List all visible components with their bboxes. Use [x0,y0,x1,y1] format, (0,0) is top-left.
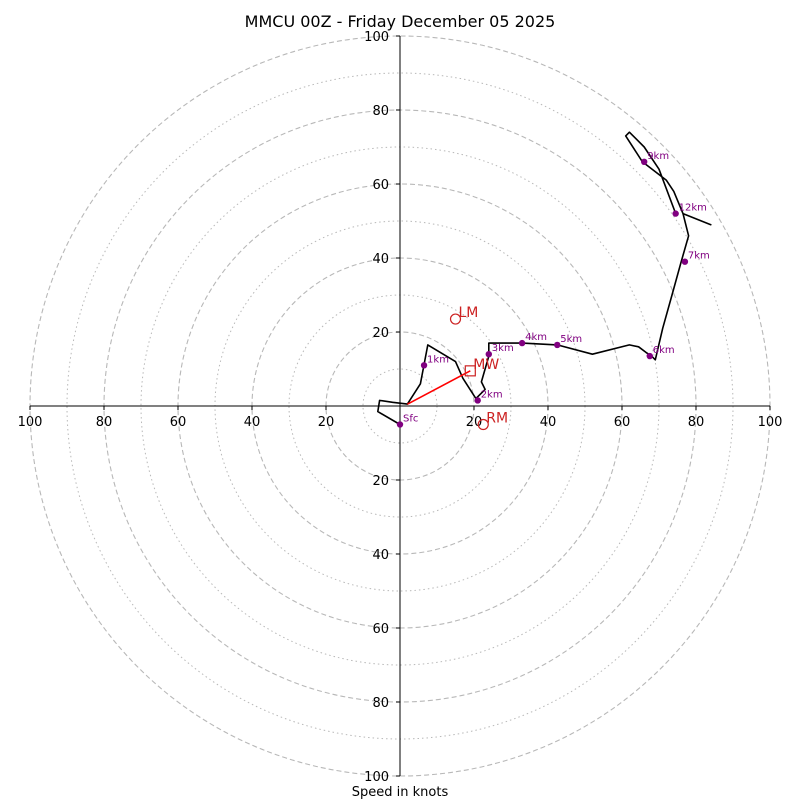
height-point [485,351,492,358]
height-label: 1km [427,354,449,365]
storm-label-lm: LM [459,305,479,321]
height-point [641,158,648,165]
chart-title: MMCU 00Z - Friday December 05 2025 [245,12,556,31]
height-point [518,339,526,347]
y-tick-label: 80 [372,104,389,119]
height-points: Sfc 1km 2km 3km 4km 5km 6km 7km 12km 9km [396,151,710,428]
storm-marker-mw [464,365,476,377]
height-label: 5km [560,334,582,345]
x-tick-label: 100 [18,415,43,430]
x-axis-label: Speed in knots [352,785,449,800]
storm-marker-rm [477,418,489,431]
height-label: 6km [653,345,675,356]
height-label: 9km [647,151,669,162]
axes [30,36,770,776]
storm-label-rm: RM [486,411,508,427]
height-point [396,421,404,428]
y-tick-label: 40 [372,252,389,267]
hodograph-trace [376,131,712,426]
height-label: 7km [688,251,710,262]
height-point [554,341,561,349]
height-point [672,210,679,217]
x-tick-label: 40 [244,415,261,430]
tick-labels: 100 80 60 40 20 20 40 60 80 100100806040202040608… [18,30,783,785]
y-tick-label: 80 [372,696,389,711]
height-label: 3km [492,343,514,354]
height-label: Sfc [403,414,418,425]
y-tick-label: 20 [372,474,389,489]
y-tick-label: 20 [372,326,389,341]
x-tick-label: 40 [540,415,557,430]
height-label: 4km [525,332,547,343]
x-tick-label: 60 [614,415,631,430]
y-tick-label: 60 [372,622,389,637]
height-point [474,397,481,404]
hodograph-line [376,131,712,426]
shear-vector [407,370,471,405]
storm-motion-markers: LM MW RM [449,305,508,431]
height-label: 2km [481,389,503,400]
x-tick-label: 100 [758,415,783,430]
y-tick-label: 60 [372,178,389,193]
x-tick-label: 20 [318,415,335,430]
x-tick-label: 80 [688,415,705,430]
y-tick-label: 40 [372,548,389,563]
x-tick-label: 80 [96,415,113,430]
x-tick-label: 60 [170,415,187,430]
height-label: 12km [679,203,707,214]
storm-marker-lm [449,313,462,325]
y-tick-label: 100 [364,30,389,45]
height-point [681,258,689,265]
height-point [646,352,653,360]
y-tick-label: 100 [364,770,389,785]
height-point [420,362,428,369]
storm-label-mw: MW [473,357,499,373]
